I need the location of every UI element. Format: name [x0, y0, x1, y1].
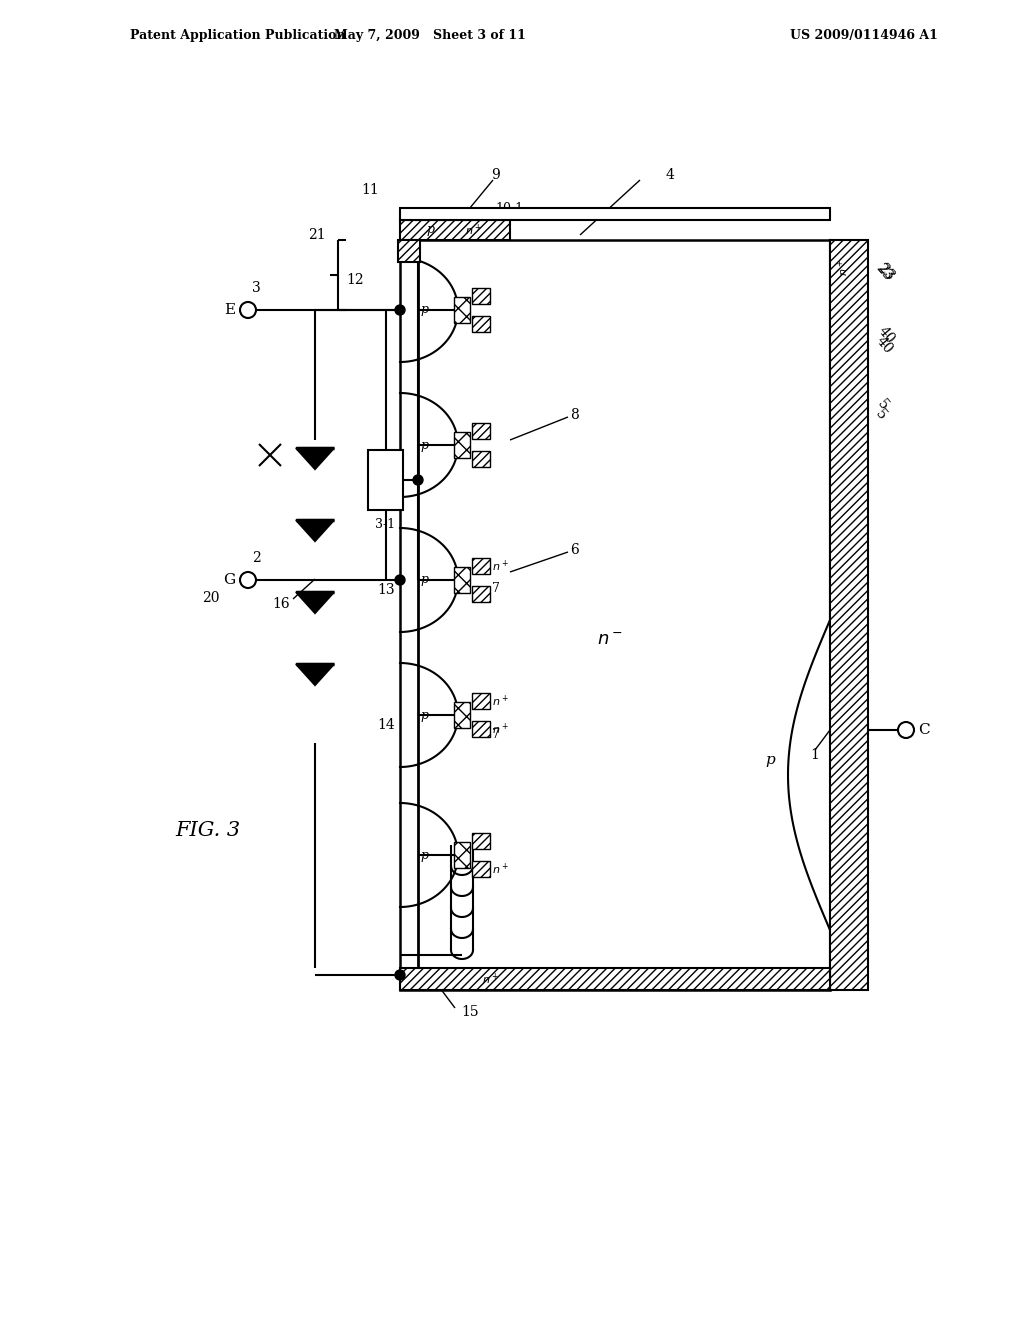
Text: 16: 16 — [272, 597, 290, 611]
Text: $n^+$: $n^+$ — [492, 558, 509, 574]
Circle shape — [898, 722, 914, 738]
Text: $n^+$: $n^+$ — [492, 862, 509, 876]
Bar — [368, 450, 403, 510]
Text: 14: 14 — [377, 718, 395, 733]
Text: 2: 2 — [252, 550, 261, 565]
Text: 3-1: 3-1 — [376, 519, 395, 532]
Bar — [454, 568, 470, 593]
Bar — [472, 586, 490, 602]
Text: p: p — [765, 752, 775, 767]
Text: $n^+$: $n^+$ — [836, 260, 851, 276]
Text: $n^+$: $n^+$ — [465, 222, 481, 238]
Text: 20: 20 — [203, 591, 220, 605]
Text: 40: 40 — [873, 334, 895, 356]
Bar — [400, 209, 830, 220]
Text: Patent Application Publication: Patent Application Publication — [130, 29, 345, 41]
Text: 10-1: 10-1 — [495, 202, 523, 214]
Text: 21: 21 — [308, 228, 326, 242]
Bar — [472, 833, 490, 849]
Text: $n^+$: $n^+$ — [481, 972, 499, 986]
Text: 7: 7 — [492, 729, 500, 742]
Text: 23: 23 — [874, 261, 897, 284]
Polygon shape — [296, 664, 334, 685]
Text: 9: 9 — [490, 168, 500, 182]
Text: 1: 1 — [811, 748, 819, 762]
Text: 13: 13 — [378, 583, 395, 597]
Bar — [454, 842, 470, 869]
Bar — [830, 240, 868, 990]
Text: 11: 11 — [361, 183, 379, 197]
Polygon shape — [296, 591, 334, 612]
Polygon shape — [296, 520, 334, 541]
Text: 4: 4 — [666, 168, 675, 182]
Bar — [472, 693, 490, 709]
Text: 12: 12 — [346, 273, 364, 286]
Circle shape — [240, 572, 256, 587]
Text: C: C — [918, 723, 930, 737]
Bar — [472, 721, 490, 737]
Text: G: G — [223, 573, 234, 587]
Text: 23: 23 — [873, 261, 895, 284]
Circle shape — [395, 576, 406, 585]
Text: p: p — [420, 849, 428, 862]
Bar — [400, 968, 830, 990]
Bar — [454, 702, 470, 729]
Text: US 2009/0114946 A1: US 2009/0114946 A1 — [790, 29, 938, 41]
Text: 40: 40 — [874, 323, 897, 346]
Circle shape — [240, 302, 256, 318]
Bar — [472, 451, 490, 467]
Text: p: p — [426, 223, 434, 236]
Bar — [472, 315, 490, 333]
Bar — [454, 297, 470, 323]
Text: 6: 6 — [570, 543, 579, 557]
Text: 3: 3 — [252, 281, 261, 294]
Bar — [398, 240, 420, 261]
Text: 5: 5 — [873, 407, 890, 422]
Text: May 7, 2009   Sheet 3 of 11: May 7, 2009 Sheet 3 of 11 — [334, 29, 526, 41]
Text: 7: 7 — [492, 582, 500, 594]
Bar — [472, 422, 490, 440]
Text: 8: 8 — [570, 408, 579, 422]
Bar — [400, 220, 510, 240]
Bar — [472, 288, 490, 304]
Polygon shape — [296, 447, 334, 469]
Text: 5: 5 — [874, 397, 891, 413]
Bar — [472, 558, 490, 574]
Circle shape — [395, 970, 406, 979]
Circle shape — [413, 475, 423, 484]
Text: p: p — [420, 304, 428, 317]
Text: p: p — [420, 709, 428, 722]
Text: 15: 15 — [461, 1005, 479, 1019]
Text: p: p — [420, 573, 428, 586]
Text: FIG. 3: FIG. 3 — [175, 821, 240, 840]
Text: $n^-$: $n^-$ — [597, 631, 623, 649]
Bar — [454, 432, 470, 458]
Bar — [400, 240, 830, 990]
Text: $n^+$: $n^+$ — [492, 721, 509, 737]
Bar — [472, 861, 490, 876]
Circle shape — [395, 305, 406, 315]
Text: p: p — [420, 438, 428, 451]
Text: E: E — [224, 304, 234, 317]
Text: $n^+$: $n^+$ — [492, 693, 509, 709]
